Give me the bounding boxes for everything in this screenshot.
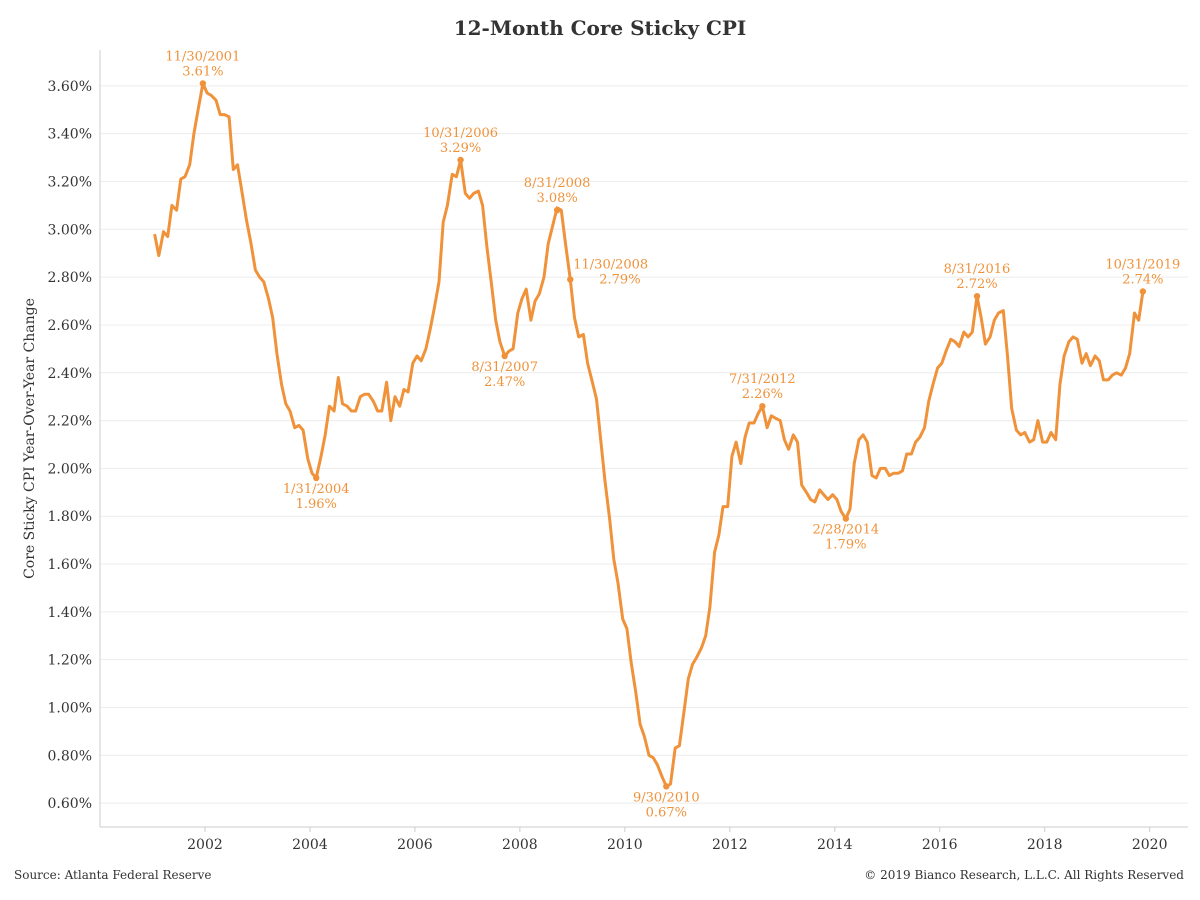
- annotation-marker: [501, 352, 508, 360]
- axes: [99, 50, 1188, 828]
- y-tick-label: 0.60%: [48, 796, 92, 812]
- annotation-date: 9/30/2010: [633, 790, 700, 805]
- x-tick-label: 2012: [712, 837, 748, 853]
- annotation-value: 2.26%: [742, 387, 783, 402]
- annotation-date: 11/30/2001: [165, 49, 240, 64]
- annotation-value: 2.79%: [599, 273, 640, 288]
- annotation-date: 7/31/2012: [729, 372, 796, 387]
- x-tick-label: 2018: [1027, 837, 1063, 853]
- y-tick-label: 1.20%: [48, 653, 92, 669]
- annotation-marker: [553, 206, 561, 214]
- footer-copyright: © 2019 Bianco Research, L.L.C. All Right…: [864, 868, 1184, 882]
- annotation-marker: [842, 515, 850, 522]
- y-tick-labels: 0.60% 0.80% 1.00% 1.20% 1.40% 1.60% 1.80% 2.00%…: [48, 79, 92, 812]
- annotation-value: 2.74%: [1122, 272, 1163, 287]
- y-tick-label: 2.60%: [48, 318, 92, 334]
- annotation-date: 10/31/2019: [1105, 257, 1180, 272]
- annotation-date: 10/31/2006: [423, 126, 498, 141]
- y-tick-label: 1.00%: [48, 700, 92, 716]
- annotation-value: 3.29%: [440, 141, 481, 156]
- annotation-marker: [1139, 288, 1147, 295]
- x-tick-label: 2008: [502, 837, 538, 853]
- series-line-core-sticky-cpi: [153, 82, 1145, 788]
- annotation-date: 8/31/2016: [944, 262, 1011, 277]
- y-tick-label: 1.80%: [48, 509, 92, 525]
- annotation-value: 1.79%: [825, 538, 866, 553]
- annotation-value: 3.08%: [536, 191, 577, 206]
- y-tick-label: 1.40%: [48, 605, 92, 621]
- y-tick-label: 3.40%: [48, 127, 92, 143]
- annotation-date: 8/31/2007: [471, 360, 538, 375]
- annotation-value: 0.67%: [646, 805, 687, 820]
- x-tick-label: 2020: [1132, 837, 1168, 853]
- y-tick-label: 2.00%: [48, 461, 92, 477]
- annotation-marker: [663, 783, 670, 790]
- x-tick-labels: 2002 2004 2006 2008 2010 2012 2014 2016 2018 2020: [187, 827, 1168, 853]
- annotations: 11/30/20013.61%1/31/20041.96%10/31/20063…: [165, 49, 1180, 820]
- y-tick-label: 2.20%: [48, 414, 92, 430]
- annotation-date: 8/31/2008: [524, 176, 591, 191]
- y-tick-label: 3.00%: [48, 222, 92, 238]
- gridlines: [100, 85, 1188, 804]
- y-axis-label: Core Sticky CPI Year-Over-Year Change: [22, 298, 38, 579]
- y-tick-label: 3.60%: [48, 79, 92, 95]
- annotation-marker: [973, 293, 981, 300]
- x-tick-label: 2014: [817, 837, 853, 853]
- annotation-value: 2.47%: [484, 375, 525, 390]
- y-tick-label: 2.80%: [48, 270, 92, 286]
- annotation-marker: [567, 276, 574, 283]
- y-tick-label: 0.80%: [48, 748, 92, 764]
- annotation-value: 1.96%: [296, 497, 337, 512]
- x-tick-label: 2002: [187, 837, 223, 853]
- chart-title: 12-Month Core Sticky CPI: [453, 16, 747, 40]
- y-tick-label: 2.40%: [48, 366, 92, 382]
- x-tick-label: 2004: [292, 837, 328, 853]
- annotation-date: 2/28/2014: [812, 523, 879, 538]
- annotation-value: 3.61%: [182, 64, 223, 79]
- y-tick-label: 1.60%: [48, 557, 92, 573]
- annotation-marker: [759, 403, 766, 410]
- annotation-marker: [313, 474, 320, 482]
- annotation-value: 2.72%: [956, 277, 997, 292]
- footer-source: Source: Atlanta Federal Reserve: [14, 868, 212, 882]
- annotation-marker: [457, 156, 464, 164]
- annotation-marker: [199, 80, 207, 87]
- x-tick-label: 2016: [922, 837, 958, 853]
- y-tick-label: 3.20%: [48, 174, 92, 190]
- x-tick-label: 2006: [397, 837, 433, 853]
- annotation-date: 11/30/2008: [573, 258, 648, 273]
- x-tick-label: 2010: [607, 837, 643, 853]
- annotation-date: 1/31/2004: [283, 482, 350, 497]
